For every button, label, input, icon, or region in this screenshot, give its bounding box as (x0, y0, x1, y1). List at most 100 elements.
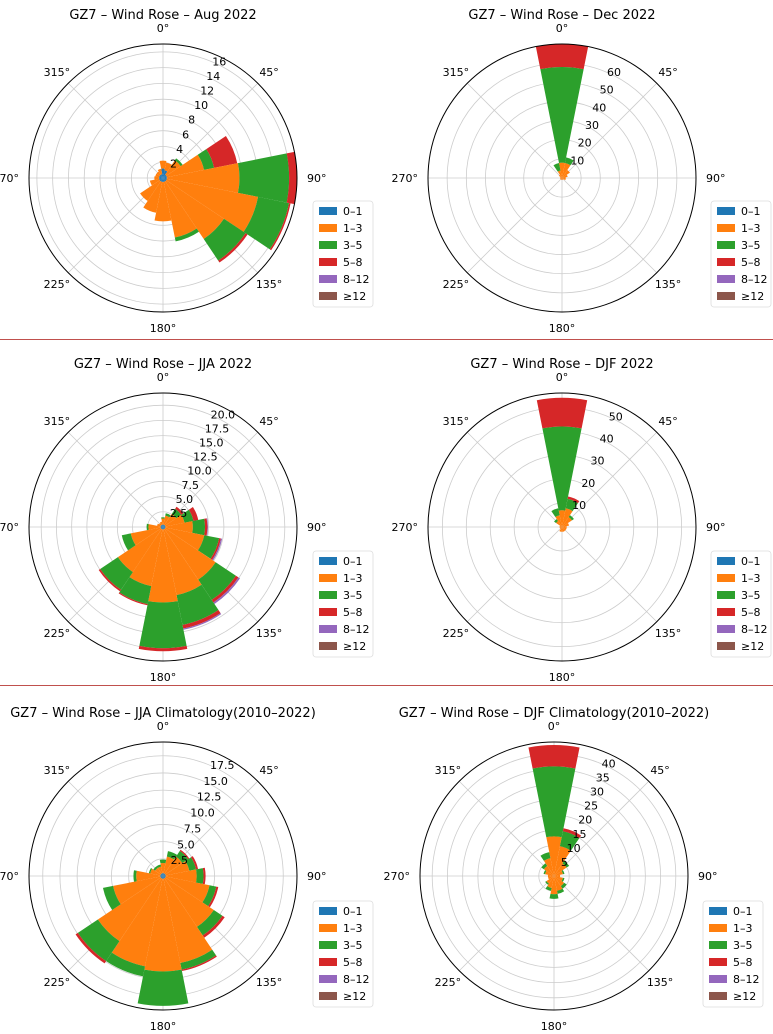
wind-sector-1–3 (164, 162, 172, 172)
polar-frame (427, 43, 697, 313)
wind-sector-1–3 (555, 515, 562, 527)
wind-rose-panel: GZ7 – Wind Rose – DJF 2022 10 20 30 40 50 0° 45… (392, 357, 772, 684)
direction-label: 135° (256, 278, 283, 291)
radial-tick-label: 10 (567, 842, 581, 855)
wind-sector-0–1 (160, 876, 163, 879)
wind-sector-1–3 (163, 515, 170, 525)
legend-label: ≥12 (343, 640, 366, 653)
direction-label: 270° (384, 870, 411, 883)
wind-sector-5–8 (204, 518, 208, 536)
wind-sector-3–5 (564, 157, 574, 166)
wind-sector-1–3 (562, 527, 566, 531)
legend-label: ≥12 (733, 990, 756, 1003)
legend-swatch (319, 992, 337, 1000)
legend-swatch (319, 224, 337, 232)
chart-title: GZ7 – Wind Rose – Aug 2022 (69, 8, 256, 23)
wind-sector-3–5 (560, 882, 567, 889)
row-separator (0, 685, 773, 686)
radial-tick-label: 14 (206, 70, 220, 83)
direction-label: 315° (443, 415, 470, 428)
wind-sector-3–5 (139, 601, 187, 649)
wind-sector-1–3 (562, 508, 573, 527)
radial-tick-label: 12.5 (193, 451, 218, 464)
direction-label: 135° (256, 627, 283, 640)
wind-sector-1–3 (165, 527, 205, 551)
wind-sector-1–3 (160, 862, 166, 874)
wind-sector-0–1 (161, 168, 165, 178)
chart-title: GZ7 – Wind Rose – Dec 2022 (468, 8, 655, 23)
radial-tick-label: 20 (578, 814, 592, 827)
wind-sector-3–5 (556, 888, 565, 894)
wind-sector-1–3 (562, 162, 571, 178)
legend-swatch (717, 642, 735, 650)
wind-sector-1–3 (140, 180, 161, 201)
wind-sector-1–3 (559, 525, 562, 527)
radial-tick-label: 5.0 (177, 838, 195, 851)
wind-sector-3–5 (545, 881, 549, 885)
radial-tick-label: 50 (600, 84, 614, 97)
wind-sector-1–3 (545, 870, 554, 876)
wind-sector-3–5 (561, 877, 565, 882)
legend-label: 3–5 (343, 239, 363, 252)
legend-swatch (319, 574, 337, 582)
wind-sector-0–1 (163, 524, 166, 527)
wind-sector-1–3 (163, 878, 213, 963)
radial-tick-label: 25 (584, 800, 598, 813)
legend-swatch (717, 591, 735, 599)
wind-sector-1–3 (113, 876, 161, 905)
direction-label: 315° (44, 66, 71, 79)
direction-label: 270° (0, 521, 19, 534)
wind-sector-3–5 (180, 949, 217, 970)
wind-sector-0–1 (163, 174, 167, 178)
legend-swatch (709, 975, 727, 983)
wind-sector-8–12 (212, 538, 223, 561)
wind-sector-3–5 (561, 870, 565, 875)
wind-sector-3–5 (532, 766, 576, 838)
radial-tick-label: 10 (570, 154, 584, 167)
radial-tick-label: 15.0 (199, 437, 224, 450)
wind-sector-1–3 (164, 513, 177, 526)
legend-swatch (717, 275, 735, 283)
legend-label: 0–1 (343, 905, 363, 918)
wind-sector-3–5 (540, 66, 584, 163)
wind-sector-3–5 (541, 863, 548, 870)
wind-sector-1–3 (560, 178, 562, 180)
radial-tick-label: 2.5 (171, 854, 189, 867)
wind-sector-1–3 (550, 876, 558, 895)
legend-swatch (319, 975, 337, 983)
wind-sector-5–8 (210, 538, 221, 560)
wind-sector-1–3 (554, 876, 565, 887)
wind-sector-3–5 (185, 857, 197, 871)
wind-sector-1–3 (543, 858, 554, 876)
direction-label: 315° (435, 764, 462, 777)
legend-label: 3–5 (733, 939, 753, 952)
radial-tick-label: 5.0 (176, 493, 194, 506)
legend-label: 1–3 (733, 922, 753, 935)
wind-sector-3–5 (202, 885, 217, 907)
wind-sector-1–3 (554, 870, 563, 876)
wind-rose-panel: GZ7 – Wind Rose – JJA Climatology(2010–2… (0, 706, 374, 1033)
direction-label: 180° (150, 322, 177, 335)
radial-tick-label: 10.0 (190, 807, 215, 820)
legend-swatch (319, 241, 337, 249)
direction-label: 225° (44, 627, 71, 640)
wind-sector-3–5 (100, 557, 133, 590)
wind-sector-0–1 (161, 873, 163, 876)
legend-swatch (709, 941, 727, 949)
wind-sector-0–1 (160, 174, 163, 178)
legend: 0–1 1–3 3–5 5–8 8–12 ≥12 (710, 550, 772, 658)
wind-sector-0–1 (162, 524, 164, 527)
wind-sector-1–3 (547, 874, 554, 878)
direction-label: 45° (259, 415, 279, 428)
legend-label: 3–5 (343, 589, 363, 602)
wind-sector-0–1 (162, 876, 164, 879)
wind-sector-1–3 (562, 527, 565, 532)
direction-label: 45° (658, 415, 678, 428)
wind-sector-0–1 (163, 527, 166, 530)
wind-sector-3–5 (551, 508, 560, 518)
wind-sector-0–1 (163, 178, 167, 181)
radial-tick-label: 10 (572, 499, 586, 512)
direction-label: 180° (541, 1020, 568, 1030)
wind-sector-3–5 (543, 870, 547, 875)
radial-tick-label: 20 (578, 137, 592, 150)
